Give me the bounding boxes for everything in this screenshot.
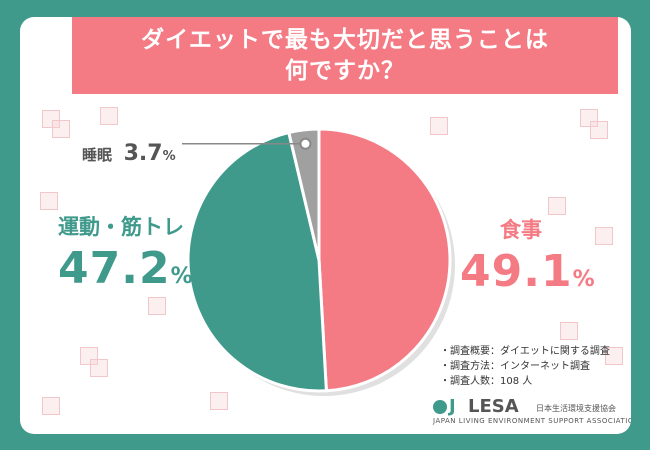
- decor-square: [40, 192, 58, 210]
- label-sleep: 睡眠 3.7%: [82, 141, 176, 166]
- logo-j: J: [449, 396, 456, 417]
- chart-card: ダイエットで最も大切だと思うことは 何ですか？ 睡眠 3.7% 運動・筋トレ 4…: [20, 17, 631, 434]
- slice-label-diet: 食事: [500, 218, 542, 242]
- pct-diet: %: [572, 267, 595, 292]
- label-diet: 食事 49.1%: [460, 214, 595, 297]
- decor-square: [605, 347, 623, 365]
- decor-square: [42, 397, 60, 415]
- decor-square: [595, 227, 613, 245]
- decor-square: [100, 107, 118, 125]
- decor-square: [210, 392, 228, 410]
- pct-sleep: %: [162, 149, 176, 164]
- value-exercise: 47.2: [58, 243, 171, 294]
- pie-chart: [182, 127, 455, 396]
- decor-square: [80, 347, 98, 365]
- decor-square: [590, 121, 608, 139]
- note-count: ・調査人数：108 人: [440, 376, 533, 387]
- slice-label-exercise: 運動・筋トレ: [58, 215, 184, 239]
- chart-title: ダイエットで最も大切だと思うことは 何ですか？: [141, 26, 549, 84]
- decor-square: [90, 359, 108, 377]
- pct-exercise: %: [170, 264, 193, 289]
- pie-slice-2: [287, 127, 321, 261]
- decor-square: [560, 322, 578, 340]
- note-summary: ・調査概要：ダイエットに関する調査: [440, 346, 610, 357]
- value-diet: 49.1: [460, 246, 573, 297]
- logo-lesa: LESA: [468, 396, 519, 417]
- decor-square: [548, 197, 566, 215]
- label-exercise: 運動・筋トレ 47.2%: [58, 211, 193, 294]
- logo-circle-icon: [433, 400, 447, 414]
- note-method: ・調査方法：インターネット調査: [440, 361, 590, 372]
- value-sleep: 3.7: [123, 141, 163, 166]
- decor-square: [52, 120, 70, 138]
- decor-square: [42, 110, 60, 128]
- pie-slice-0: [317, 127, 452, 393]
- slice-label-sleep: 睡眠: [82, 146, 113, 164]
- pie-slice-1: [186, 130, 328, 393]
- logo-en-name: JAPAN LIVING ENVIRONMENT SUPPORT ASSOCIA…: [433, 417, 631, 425]
- decor-square: [430, 117, 448, 135]
- decor-square: [148, 297, 166, 315]
- leader-dot: [299, 137, 312, 150]
- decor-square: [580, 109, 598, 127]
- title-banner: ダイエットで最も大切だと思うことは 何ですか？: [72, 17, 618, 94]
- logo-jp-name: 日本生活環境支援協会: [536, 404, 616, 413]
